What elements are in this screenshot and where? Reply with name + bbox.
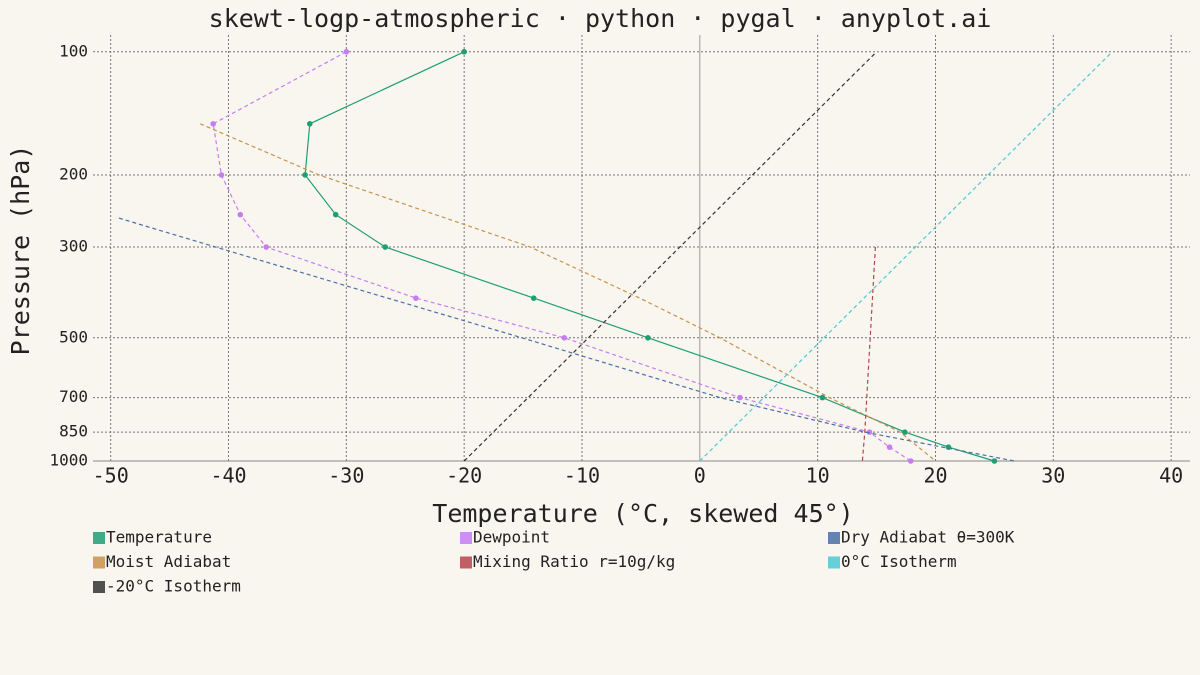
y-tick-label: 850: [59, 422, 88, 441]
legend-label: 0°C Isotherm: [841, 552, 957, 571]
data-point: [991, 458, 998, 464]
series-line: [861, 246, 876, 462]
data-point: [237, 211, 244, 218]
data-point: [413, 295, 419, 301]
data-point: [866, 429, 873, 435]
legend-swatch: [93, 532, 105, 544]
x-tick-label: 10: [806, 464, 830, 488]
legend-label: Dewpoint: [473, 528, 550, 547]
data-point: [737, 394, 743, 401]
y-tick-label: 700: [59, 387, 88, 406]
series-line: [199, 123, 936, 462]
y-axis-label: Pressure (hPa): [6, 145, 35, 356]
series-line: [699, 51, 1113, 462]
x-tick-label: -30: [328, 464, 364, 488]
data-point: [210, 121, 216, 127]
x-tick-label: -50: [93, 464, 129, 488]
data-point: [302, 172, 308, 178]
legend-swatch: [460, 532, 472, 544]
legend-swatch: [93, 581, 105, 593]
legend-swatch: [828, 556, 840, 569]
data-point: [645, 335, 651, 341]
legend-swatch: [460, 556, 472, 569]
data-point: [561, 335, 568, 341]
chart-title: skewt-logp-atmospheric · python · pygal …: [209, 4, 992, 33]
data-point: [307, 121, 313, 127]
x-tick-label: 30: [1041, 464, 1065, 488]
data-point: [343, 48, 350, 55]
x-tick-label: -20: [446, 464, 482, 488]
x-tick-label: -10: [564, 464, 600, 488]
legend-label: Moist Adiabat: [106, 552, 231, 571]
legend-swatch: [828, 532, 840, 544]
x-tick-label: 40: [1159, 464, 1183, 488]
x-tick-label: 20: [923, 464, 947, 488]
y-tick-label: 200: [59, 164, 88, 183]
series-line: [463, 51, 878, 462]
legend-swatch: [93, 556, 105, 569]
legend-label: Mixing Ratio r=10g/kg: [473, 552, 675, 571]
legend-label: Dry Adiabat θ=300K: [841, 528, 1015, 547]
series-line: [212, 51, 912, 462]
x-tick-label: -40: [210, 464, 246, 488]
series-line: [304, 51, 995, 462]
data-point: [332, 211, 339, 218]
legend-label: Temperature: [106, 528, 212, 547]
data-point: [218, 172, 225, 178]
data-point: [819, 394, 826, 401]
x-axis-label: Temperature (°C, skewed 45°): [432, 499, 853, 528]
data-point: [461, 48, 467, 55]
data-point: [263, 244, 270, 250]
y-tick-label: 300: [59, 237, 88, 256]
data-point: [886, 444, 893, 450]
series-line: [118, 217, 1015, 462]
data-point: [382, 244, 389, 250]
data-point: [902, 429, 908, 435]
y-tick-label: 500: [59, 327, 88, 346]
legend-label: -20°C Isotherm: [106, 577, 241, 596]
data-point: [907, 458, 914, 464]
data-point: [530, 295, 537, 301]
x-tick-label: 0: [694, 464, 706, 488]
y-tick-label: 100: [59, 41, 88, 60]
y-tick-label: 1000: [49, 451, 88, 470]
